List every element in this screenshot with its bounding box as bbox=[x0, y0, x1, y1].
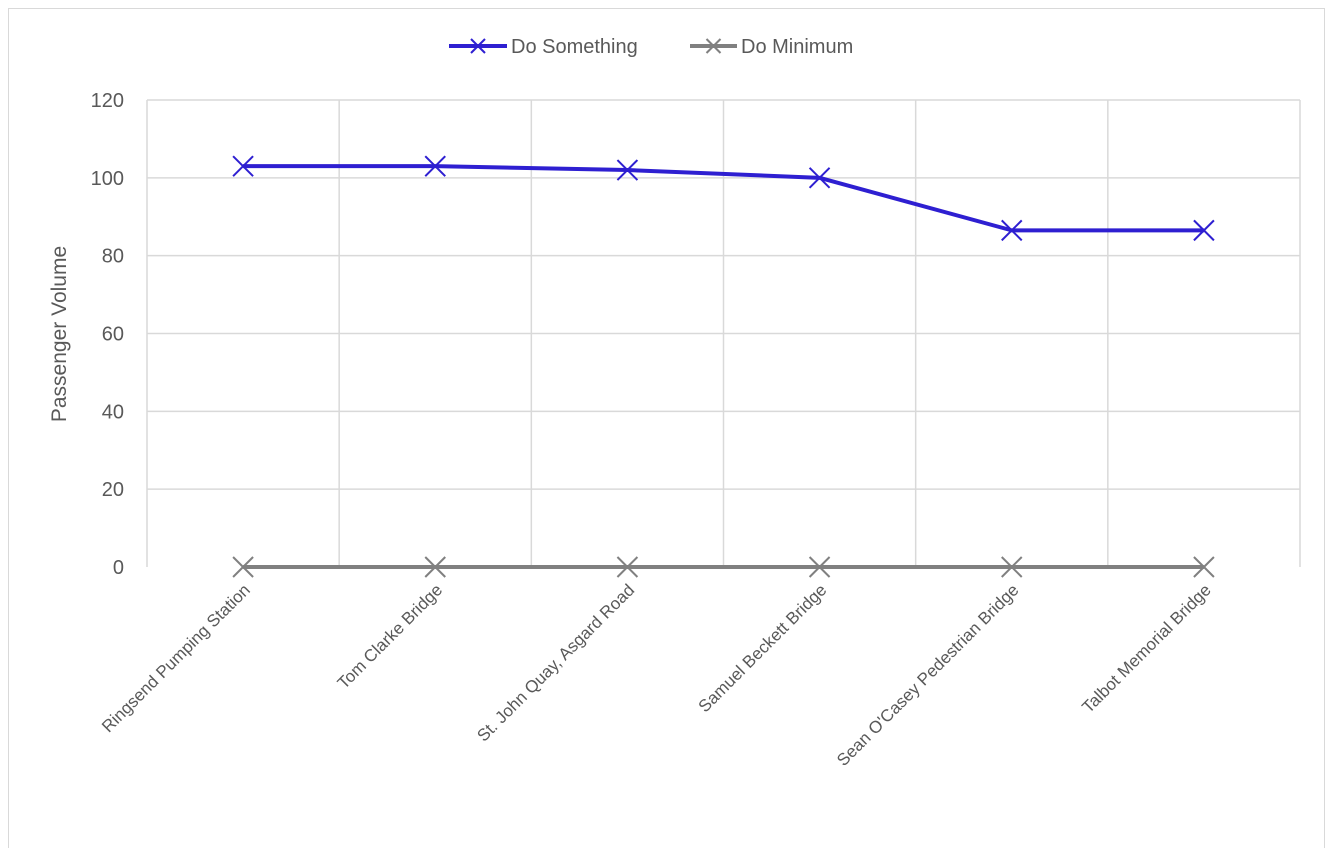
data-point-marker bbox=[232, 155, 254, 177]
y-tick-label: 120 bbox=[91, 90, 124, 112]
series-line-do-something bbox=[243, 164, 1204, 233]
y-tick-label: 0 bbox=[113, 557, 124, 579]
data-point-marker bbox=[616, 556, 639, 578]
x-tick-label: Sean O'Casey Pedestrian Bridge bbox=[833, 580, 1022, 769]
y-axis-title: Passenger Volume bbox=[48, 246, 71, 422]
data-point-marker bbox=[232, 556, 254, 578]
x-tick-label: Ringsend Pumping Station bbox=[98, 580, 254, 736]
x-tick-label: Samuel Beckett Bridge bbox=[695, 580, 831, 716]
x-tick-label: Tom Clarke Bridge bbox=[334, 580, 446, 692]
chart-frame bbox=[8, 8, 1325, 848]
series-layer bbox=[232, 155, 1215, 578]
data-point-marker bbox=[1001, 556, 1023, 578]
y-tick-label: 100 bbox=[91, 168, 124, 190]
data-point-marker bbox=[616, 159, 639, 181]
data-point-marker bbox=[1193, 556, 1215, 578]
y-axis-ticks: 0 20 40 60 80 100 120 bbox=[91, 90, 124, 579]
legend-item: Do Something bbox=[449, 36, 638, 58]
legend-label: Do Minimum bbox=[741, 36, 853, 58]
data-point-marker bbox=[1193, 219, 1215, 242]
y-tick-label: 60 bbox=[102, 324, 124, 346]
y-tick-label: 80 bbox=[102, 246, 124, 268]
x-tick-label: St. John Quay, Asgard Road bbox=[473, 580, 638, 745]
data-point-marker bbox=[1001, 219, 1023, 242]
x-tick-label: Talbot Memorial Bridge bbox=[1078, 580, 1214, 716]
data-point-marker bbox=[424, 155, 446, 177]
legend-item: Do Minimum bbox=[690, 36, 853, 58]
data-point-marker bbox=[424, 556, 446, 578]
legend: Do Something Do Minimum bbox=[449, 36, 853, 58]
y-tick-label: 40 bbox=[102, 401, 124, 423]
legend-label: Do Something bbox=[511, 36, 638, 58]
data-point-marker bbox=[808, 167, 831, 189]
y-tick-label: 20 bbox=[102, 479, 124, 501]
grid-lines bbox=[146, 99, 1301, 567]
x-axis-ticks: Ringsend Pumping Station Tom Clarke Bridg… bbox=[98, 580, 1215, 769]
data-point-marker bbox=[808, 556, 831, 578]
